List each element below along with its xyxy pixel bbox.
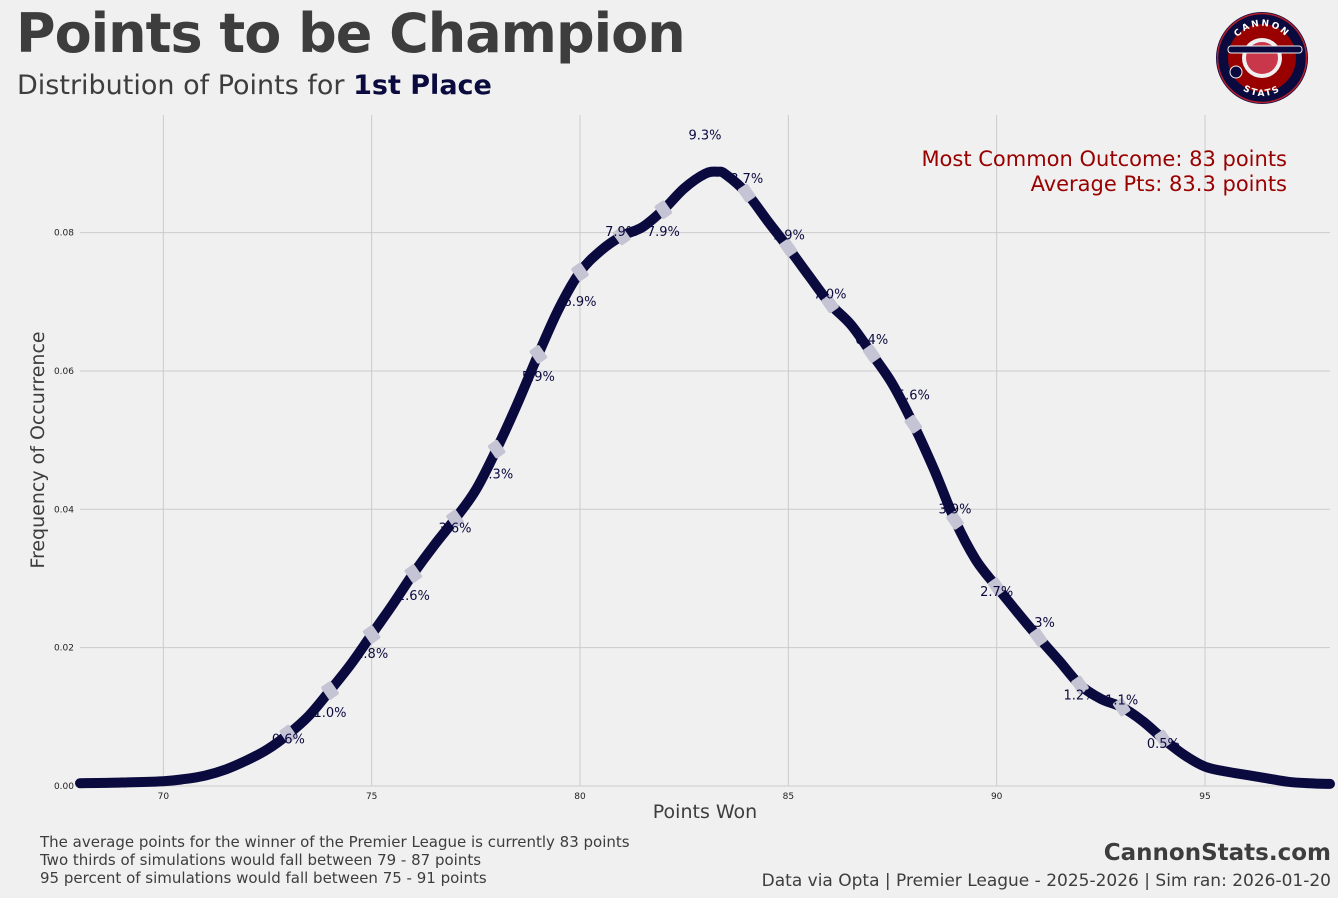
footnote-line: The average points for the winner of the… — [40, 833, 630, 851]
y-axis-label: Frequency of Occurrence — [27, 331, 49, 568]
point-label: 4.3% — [480, 467, 513, 482]
chart-title: Points to be Champion — [16, 2, 686, 65]
y-tick-label: 0.08 — [54, 229, 74, 239]
point-label: 7.9% — [605, 225, 638, 240]
point-marker — [779, 238, 798, 258]
point-marker — [279, 724, 298, 744]
point-label: 8.7% — [730, 172, 763, 187]
point-label: 0.5% — [1147, 737, 1180, 752]
point-label: 6.9% — [563, 295, 596, 310]
grid-lines — [80, 115, 1330, 787]
x-axis-label: Points Won — [653, 801, 757, 823]
most-common-annotation: Most Common Outcome: 83 points — [921, 147, 1287, 171]
point-marker — [862, 344, 881, 363]
y-tick-label: 0.06 — [54, 367, 74, 377]
footnote-line: Two thirds of simulations would fall bet… — [40, 851, 482, 869]
point-marker — [737, 183, 756, 203]
average-annotation: Average Pts: 83.3 points — [1031, 172, 1287, 196]
footnotes: The average points for the winner of the… — [40, 833, 630, 887]
y-tick-label: 0.00 — [54, 782, 74, 792]
point-label: 2.3% — [1022, 616, 1055, 631]
point-marker — [821, 294, 839, 314]
point-marker — [654, 200, 673, 219]
point-marker — [1071, 675, 1089, 695]
point-label: 2.6% — [397, 589, 430, 604]
point-label: 0.6% — [272, 732, 305, 747]
point-label: 3.9% — [938, 503, 971, 518]
point-label: 5.9% — [522, 370, 555, 385]
point-marker — [1154, 729, 1173, 749]
point-label: 7.0% — [813, 287, 846, 302]
source-line: Data via Opta | Premier League - 2025-20… — [761, 871, 1331, 891]
x-tick-label: 80 — [574, 792, 586, 802]
y-tick-label: 0.04 — [54, 505, 74, 515]
x-tick-label: 75 — [366, 792, 377, 802]
point-marker — [946, 511, 964, 530]
point-marker — [321, 681, 339, 700]
point-marker — [571, 262, 589, 282]
logo-bottom-text: STATS — [1241, 84, 1280, 99]
point-label: 7.9% — [772, 229, 805, 244]
point-marker — [446, 509, 464, 529]
point-marker — [487, 439, 506, 459]
y-tick-label: 0.02 — [54, 644, 74, 654]
footnote-line: 95 percent of simulations would fall bet… — [40, 869, 487, 887]
x-tick-label: 85 — [783, 792, 794, 802]
point-label: 1.0% — [313, 706, 346, 721]
brand-name: CannonStats.com — [1103, 840, 1331, 866]
x-tick-label: 90 — [991, 792, 1003, 802]
density-line — [75, 166, 1335, 789]
point-marker — [987, 577, 1006, 596]
point-label: 5.6% — [897, 388, 930, 403]
point-marker — [404, 564, 423, 583]
point-label: 9.3% — [688, 128, 721, 143]
subtitle-prefix: Distribution of Points for — [17, 70, 354, 101]
point-label: 3.6% — [438, 521, 471, 536]
chart-subtitle: Distribution of Points for 1st Place — [17, 70, 492, 101]
svg-text:STATS: STATS — [1241, 84, 1282, 99]
point-label: 1.8% — [355, 647, 388, 662]
axis-ticks: 70 75 80 85 90 95 0.00 0.02 0.04 0.06 0.08 — [54, 229, 1211, 802]
point-marker — [612, 226, 631, 246]
cannon-stats-logo: CANNON STATS — [1216, 12, 1308, 104]
point-label: 1.1% — [1105, 694, 1138, 709]
x-tick-label: 95 — [1199, 792, 1210, 802]
point-label: 6.4% — [855, 333, 888, 348]
point-marker — [1112, 697, 1131, 717]
point-label: 2.7% — [980, 585, 1013, 600]
point-label: 7.9% — [647, 225, 680, 240]
point-label: 1.2% — [1063, 689, 1096, 704]
subtitle-highlight: 1st Place — [353, 70, 492, 101]
point-labels: 0.6% 1.0% 1.8% 2.6% 3.6% 4.3% 5.9% 6.9% 7.9% 7.9%… — [272, 128, 1180, 752]
point-markers — [279, 183, 1173, 749]
point-marker — [362, 625, 381, 644]
point-marker — [529, 345, 548, 364]
point-marker — [1029, 628, 1048, 647]
x-tick-label: 70 — [158, 792, 170, 802]
point-marker — [904, 415, 923, 434]
